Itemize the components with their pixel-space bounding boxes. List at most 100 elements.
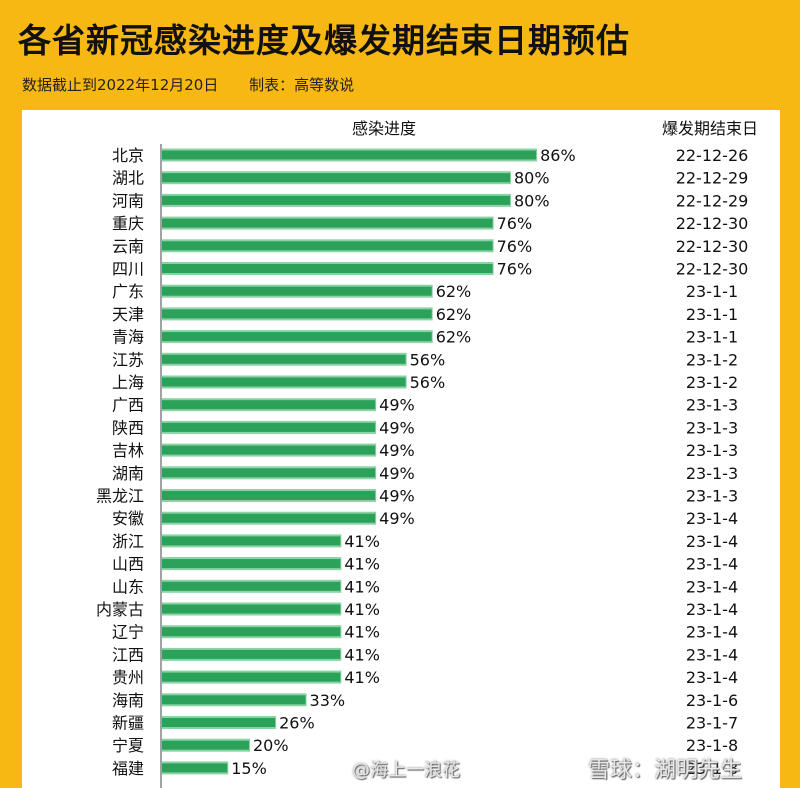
end-date-label: 23-1-4 <box>686 623 738 642</box>
end-date-label: 22-12-26 <box>676 146 749 165</box>
bar <box>162 400 376 410</box>
bar <box>162 309 432 319</box>
value-label: 41% <box>344 600 380 619</box>
bar <box>162 763 228 773</box>
bar <box>162 195 510 205</box>
bar <box>162 218 493 228</box>
value-label: 62% <box>436 328 472 347</box>
category-label: 辽宁 <box>112 623 144 642</box>
end-date-label: 23-1-4 <box>686 509 738 528</box>
end-date-label: 23-1-3 <box>686 441 738 460</box>
category-label: 青海 <box>112 328 144 347</box>
bar <box>162 354 406 364</box>
bar <box>162 581 341 591</box>
category-label: 山东 <box>112 577 144 596</box>
date-note: 数据截止到2022年12月20日 <box>22 76 219 94</box>
category-label: 安徽 <box>112 509 144 528</box>
category-label: 内蒙古 <box>96 600 144 619</box>
chart-panel: 感染进度 爆发期结束日 北京 86% 22-12-26 湖北 80% 22-12-29 河南… <box>22 110 780 788</box>
bar <box>162 445 376 455</box>
value-label: 26% <box>279 714 315 733</box>
watermark-weibo: @海上一浪花 <box>352 760 460 781</box>
category-label: 宁夏 <box>112 736 144 755</box>
bar <box>162 559 341 569</box>
value-label: 80% <box>514 169 550 188</box>
value-label: 41% <box>344 645 380 664</box>
end-date-label: 23-1-3 <box>686 396 738 415</box>
end-date-label: 23-1-3 <box>686 464 738 483</box>
category-label: 新疆 <box>112 714 144 733</box>
value-label: 86% <box>540 146 576 165</box>
end-date-label: 23-1-8 <box>686 759 738 778</box>
bar <box>162 513 376 523</box>
bar <box>162 604 341 614</box>
end-date-label: 23-1-2 <box>686 373 738 392</box>
bar <box>162 740 249 750</box>
value-label: 41% <box>344 577 380 596</box>
value-label: 41% <box>344 555 380 574</box>
bar <box>162 332 432 342</box>
category-label: 天津 <box>112 305 144 324</box>
value-column-header: 感染进度 <box>352 119 416 138</box>
bar <box>162 718 276 727</box>
end-date-label: 23-1-4 <box>686 555 738 574</box>
end-date-label: 23-1-8 <box>686 736 738 755</box>
end-date-label: 23-1-4 <box>686 532 738 551</box>
end-date-label: 23-1-1 <box>686 328 738 347</box>
end-date-label: 23-1-4 <box>686 668 738 687</box>
bar <box>162 150 537 160</box>
bar <box>162 264 493 273</box>
value-label: 49% <box>379 509 415 528</box>
watermark-xueqiu: 雪球：湖明先生 <box>588 758 743 783</box>
category-label: 贵州 <box>112 668 144 687</box>
value-label: 62% <box>436 282 472 301</box>
bar <box>162 241 493 251</box>
value-label: 20% <box>253 736 289 755</box>
bar <box>162 672 341 682</box>
category-label: 云南 <box>112 237 144 256</box>
value-label: 41% <box>344 532 380 551</box>
maker-note: 制表：高等数说 <box>249 76 355 94</box>
end-date-label: 23-1-3 <box>686 487 738 506</box>
bar <box>162 649 341 659</box>
end-date-label: 23-1-1 <box>686 305 738 324</box>
subtitle: 数据截止到2022年12月20日 制表：高等数说 <box>22 74 354 95</box>
category-label: 江西 <box>112 645 144 664</box>
value-label: 80% <box>514 191 550 210</box>
bar <box>162 377 406 387</box>
value-label: 41% <box>344 623 380 642</box>
bar <box>162 286 432 296</box>
category-label: 浙江 <box>112 532 144 551</box>
category-label: 海南 <box>112 691 144 710</box>
bar <box>162 422 376 432</box>
date-column-header: 爆发期结束日 <box>662 119 758 138</box>
value-label: 49% <box>379 464 415 483</box>
value-label: 41% <box>344 668 380 687</box>
category-label: 黑龙江 <box>96 487 144 506</box>
end-date-label: 22-12-30 <box>676 214 749 233</box>
page-title: 各省新冠感染进度及爆发期结束日期预估 <box>18 21 630 60</box>
bar-chart: 感染进度 爆发期结束日 北京 86% 22-12-26 湖北 80% 22-12-29 河南… <box>96 119 758 788</box>
category-label: 上海 <box>112 373 144 392</box>
bar <box>162 491 376 500</box>
category-label: 吉林 <box>112 441 144 460</box>
category-label: 重庆 <box>112 214 144 233</box>
end-date-label: 23-1-2 <box>686 350 738 369</box>
category-label: 河南 <box>112 191 144 210</box>
value-label: 49% <box>379 487 415 506</box>
value-label: 76% <box>497 214 533 233</box>
bar <box>162 627 341 637</box>
end-date-label: 22-12-29 <box>676 169 749 188</box>
category-label: 福建 <box>112 759 144 778</box>
value-label: 33% <box>310 691 346 710</box>
end-date-label: 23-1-4 <box>686 577 738 596</box>
end-date-label: 23-1-4 <box>686 600 738 619</box>
value-label: 49% <box>379 418 415 437</box>
value-label: 56% <box>410 373 446 392</box>
end-date-label: 23-1-7 <box>686 714 738 733</box>
category-label: 山西 <box>112 555 144 574</box>
end-date-label: 22-12-30 <box>676 237 749 256</box>
category-label: 江苏 <box>112 350 144 369</box>
end-date-label: 23-1-1 <box>686 282 738 301</box>
category-label: 北京 <box>112 146 144 165</box>
